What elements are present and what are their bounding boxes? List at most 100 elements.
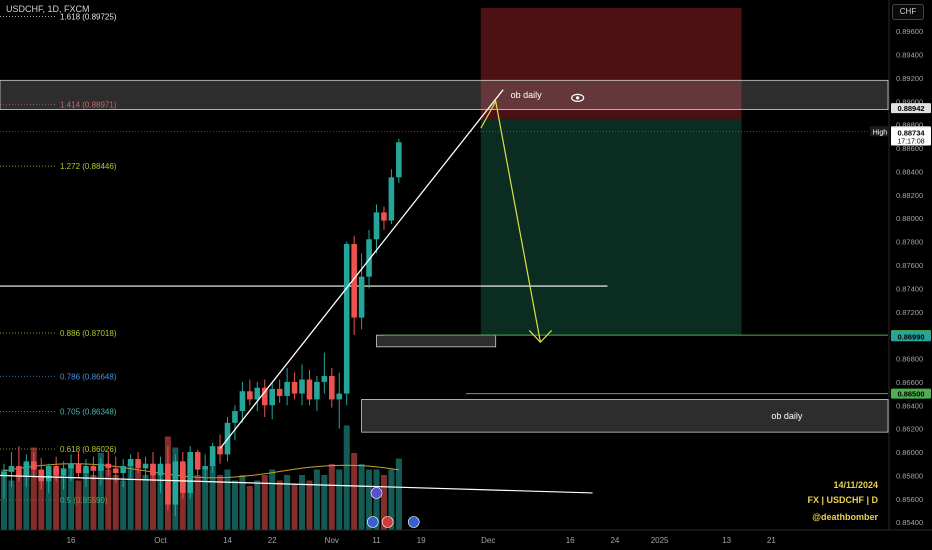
- volume-bar: [373, 469, 380, 530]
- projection-arrow: [480, 99, 541, 343]
- zone-label-1: ob daily: [771, 411, 803, 421]
- volume-bar: [194, 475, 201, 530]
- x-tick-label: Nov: [325, 536, 339, 545]
- candle-body: [68, 463, 74, 469]
- candle-body: [75, 463, 82, 474]
- candle-body: [358, 276, 365, 318]
- volume-bar: [343, 425, 350, 530]
- volume-bar: [127, 464, 134, 530]
- volume-bar: [299, 475, 305, 530]
- volume-bar: [112, 475, 119, 530]
- price-label-bg: [891, 127, 931, 146]
- candle-body: [53, 466, 59, 476]
- y-tick-label: 0.89400: [896, 51, 923, 60]
- y-tick-label: 0.85600: [896, 495, 923, 504]
- candle-body: [187, 452, 194, 493]
- y-tick-label: 0.89200: [896, 74, 923, 83]
- volume-bar: [336, 469, 343, 530]
- candle-body: [329, 376, 335, 400]
- y-tick-label: 0.88400: [896, 167, 923, 176]
- x-tick-label: 16: [566, 536, 575, 545]
- arrow-head: [528, 330, 553, 344]
- x-tick-label: 16: [67, 536, 76, 545]
- candle-body: [8, 466, 15, 472]
- y-tick-label: 0.88000: [896, 214, 923, 223]
- volume-bar: [30, 447, 37, 530]
- x-tick-label: 24: [610, 536, 619, 545]
- volume-bar: [150, 464, 156, 530]
- y-tick-label: 0.86600: [896, 378, 923, 387]
- volume-bar: [328, 464, 335, 530]
- candle-body: [232, 411, 238, 423]
- candle-body: [165, 463, 171, 505]
- candle-body: [45, 466, 52, 482]
- x-tick-label: 13: [722, 536, 731, 545]
- ob-zone-2: [376, 334, 497, 348]
- volume-bar: [82, 469, 89, 530]
- y-tick-label: 0.86800: [896, 355, 923, 364]
- candle-body: [23, 461, 30, 476]
- high-tag: High: [873, 129, 888, 136]
- y-tick-label: 0.88600: [896, 144, 923, 153]
- y-tick-label: 0.89600: [896, 27, 923, 36]
- y-tick-label: 0.87800: [896, 238, 923, 247]
- y-tick-label: 0.87400: [896, 284, 923, 293]
- volume-bar: [60, 475, 67, 530]
- event-flag-icon: [381, 516, 394, 528]
- price-label: 0.88734: [897, 128, 925, 137]
- volume-bar: [68, 464, 75, 530]
- candle-body: [112, 468, 119, 474]
- signature-market: FX | USDCHF | D: [807, 495, 878, 505]
- candle-body: [90, 466, 97, 471]
- candle-body: [202, 466, 208, 470]
- fib-label-0.705: 0.705 (0.86348): [60, 407, 117, 416]
- volume-bar: [254, 480, 261, 530]
- signature-date: 14/11/2024: [833, 480, 878, 490]
- candle-body: [150, 463, 156, 476]
- volume-bar: [388, 469, 395, 530]
- fib-label-1.414: 1.414 (0.88971): [60, 101, 117, 110]
- price-axis-bg: [889, 0, 932, 550]
- candle-body: [336, 393, 343, 400]
- volume-bar: [135, 469, 142, 530]
- candle-body: [396, 142, 402, 178]
- candle-body: [373, 212, 380, 240]
- fib-label-1.618: 1.618 (0.89725): [60, 13, 117, 22]
- volume-bar: [366, 469, 373, 530]
- candle-body: [284, 381, 290, 396]
- candle-body: [366, 239, 372, 277]
- candle-body: [291, 381, 298, 394]
- volume-bar: [209, 464, 216, 530]
- candle-body: [127, 459, 134, 467]
- y-tick-label: 0.85400: [896, 518, 923, 527]
- symbol-header: USDCHF, 1D, FXCM: [6, 4, 90, 14]
- candle-body: [120, 466, 126, 474]
- volume-bar: [75, 480, 82, 530]
- currency-button[interactable]: CHF: [892, 4, 924, 20]
- volume-bar: [224, 469, 231, 530]
- event-flag-icon: [366, 516, 379, 528]
- candle-body: [16, 466, 22, 476]
- trend-line-up: [219, 89, 504, 449]
- volume-bar: [261, 475, 268, 530]
- trend-line-low: [0, 474, 593, 494]
- y-tick-label: 0.86000: [896, 448, 923, 457]
- price-label-bg: [891, 388, 931, 399]
- candle-body: [142, 463, 149, 469]
- y-tick-label: 0.88200: [896, 191, 923, 200]
- x-tick-label: 11: [372, 536, 381, 545]
- y-tick-label: 0.85800: [896, 471, 923, 480]
- candle-body: [83, 466, 89, 474]
- volume-bar: [246, 486, 253, 530]
- countdown-label: 17:17:08: [897, 138, 924, 145]
- volume-bar: [217, 475, 224, 530]
- volume-bar: [8, 480, 15, 530]
- price-label: 0.88942: [897, 104, 924, 113]
- y-tick-label: 0.87200: [896, 308, 923, 317]
- candle-body: [381, 212, 387, 221]
- price-label-bg: [891, 331, 931, 342]
- volume-bar: [15, 475, 22, 530]
- price-label: 0.86500: [897, 390, 924, 399]
- volume-bar: [23, 464, 30, 530]
